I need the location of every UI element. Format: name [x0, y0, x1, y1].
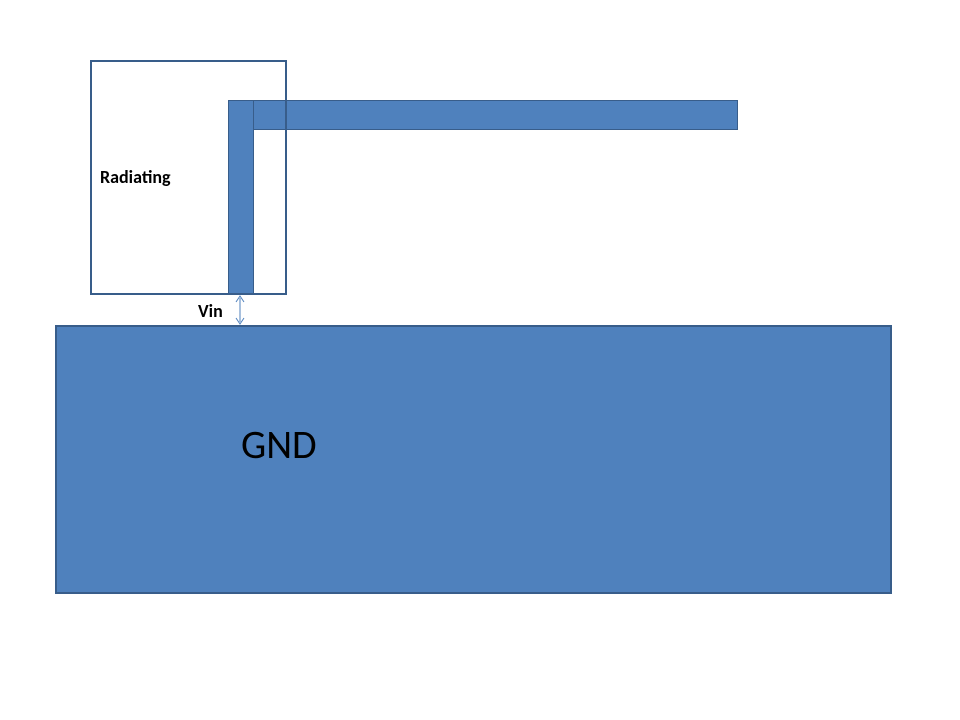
gnd-plane [55, 325, 892, 594]
vin-label: Vin [198, 300, 223, 322]
radiating-label: Radiating [100, 166, 171, 188]
vin-arrow [235, 295, 245, 325]
antenna-horizontal [228, 100, 738, 130]
gnd-label: GND [241, 420, 317, 469]
